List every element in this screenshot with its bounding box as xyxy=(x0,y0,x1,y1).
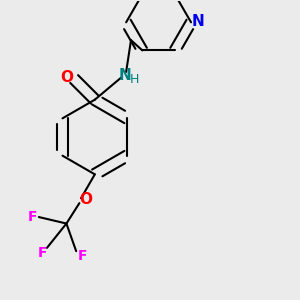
Text: N: N xyxy=(192,14,205,29)
Text: H: H xyxy=(130,73,139,86)
Text: N: N xyxy=(118,68,131,83)
Text: O: O xyxy=(80,192,92,207)
Text: F: F xyxy=(78,249,87,263)
Text: F: F xyxy=(28,210,37,224)
Text: F: F xyxy=(37,246,47,260)
Text: O: O xyxy=(61,70,74,85)
